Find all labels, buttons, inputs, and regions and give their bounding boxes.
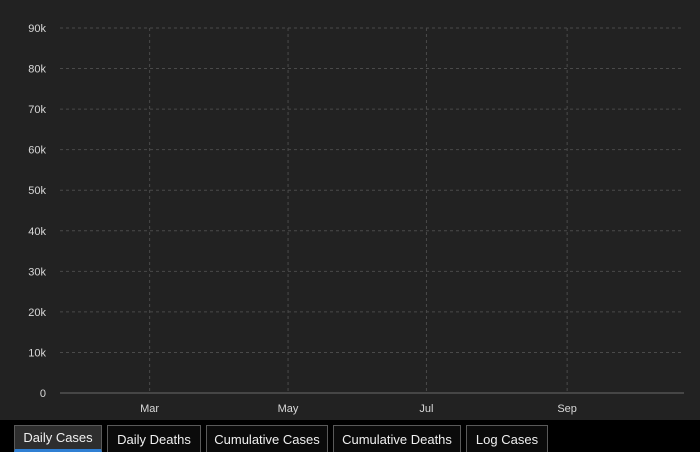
tab-daily-cases[interactable]: Daily Cases [14,425,102,452]
x-tick-label: Mar [140,403,159,415]
chart-panel: 0 10k 20k 30k 40k 50k 60k 70k 80k 90k Mar May Jul Sep [0,0,700,420]
y-tick-label: 60k [28,145,46,157]
tab-log-cases[interactable]: Log Cases [466,425,548,452]
tab-daily-deaths[interactable]: Daily Deaths [107,425,201,452]
tab-cumulative-cases[interactable]: Cumulative Cases [206,425,328,452]
y-tick-label: 30k [28,266,46,278]
y-tick-label: 10k [28,347,46,359]
axis-labels: 0 10k 20k 30k 40k 50k 60k 70k 80k 90k Mar May Jul Sep [28,23,577,415]
y-tick-label: 0 [40,388,46,400]
y-tick-label: 70k [28,104,46,116]
y-tick-label: 90k [28,23,46,35]
x-tick-label: Jul [419,403,433,415]
y-tick-label: 40k [28,226,46,238]
tab-cumulative-deaths[interactable]: Cumulative Deaths [333,425,461,452]
y-tick-label: 50k [28,185,46,197]
x-tick-label: Sep [557,403,577,415]
daily-cases-chart: 0 10k 20k 30k 40k 50k 60k 70k 80k 90k Mar May Jul Sep [28,23,684,415]
y-tick-label: 20k [28,307,46,319]
x-tick-label: May [278,403,299,415]
tab-bar: Daily Cases Daily Deaths Cumulative Case… [0,420,700,452]
gridlines [60,27,684,394]
y-tick-label: 80k [28,64,46,76]
